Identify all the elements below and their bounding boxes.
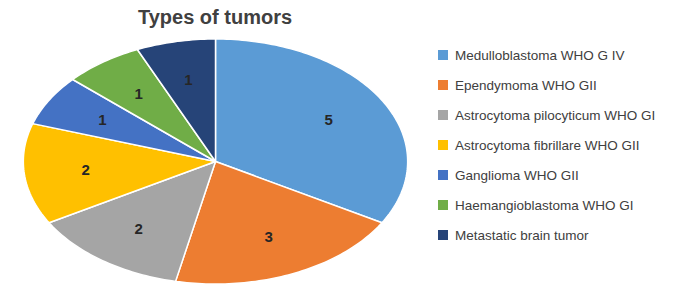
html-text:Ependymoma WHO GII: Ependymoma WHO GII	[455, 77, 597, 93]
svg-text:3: 3	[264, 228, 272, 245]
html-text:Types of tumors: Types of tumors	[138, 6, 292, 28]
html-text:Astrocytoma pilocyticum WHO GI: Astrocytoma pilocyticum WHO GI	[455, 107, 656, 123]
html-text:Astrocytoma fibrillare WHO GII: Astrocytoma fibrillare WHO GII	[455, 137, 640, 153]
html-text:Metastatic brain tumor: Metastatic brain tumor	[455, 227, 589, 243]
html-text:Medulloblastoma WHO G IV: Medulloblastoma WHO G IV	[455, 47, 625, 63]
svg-text:2: 2	[135, 220, 143, 237]
html-text:Haemangioblastoma WHO GI: Haemangioblastoma WHO GI	[455, 197, 634, 213]
svg-text:1: 1	[184, 71, 192, 88]
svg-text:5: 5	[324, 111, 332, 128]
html-text:Ganglioma WHO GII: Ganglioma WHO GII	[455, 167, 579, 183]
svg-text:1: 1	[135, 85, 143, 102]
svg-text:1: 1	[98, 111, 106, 128]
svg-text:2: 2	[81, 161, 89, 178]
